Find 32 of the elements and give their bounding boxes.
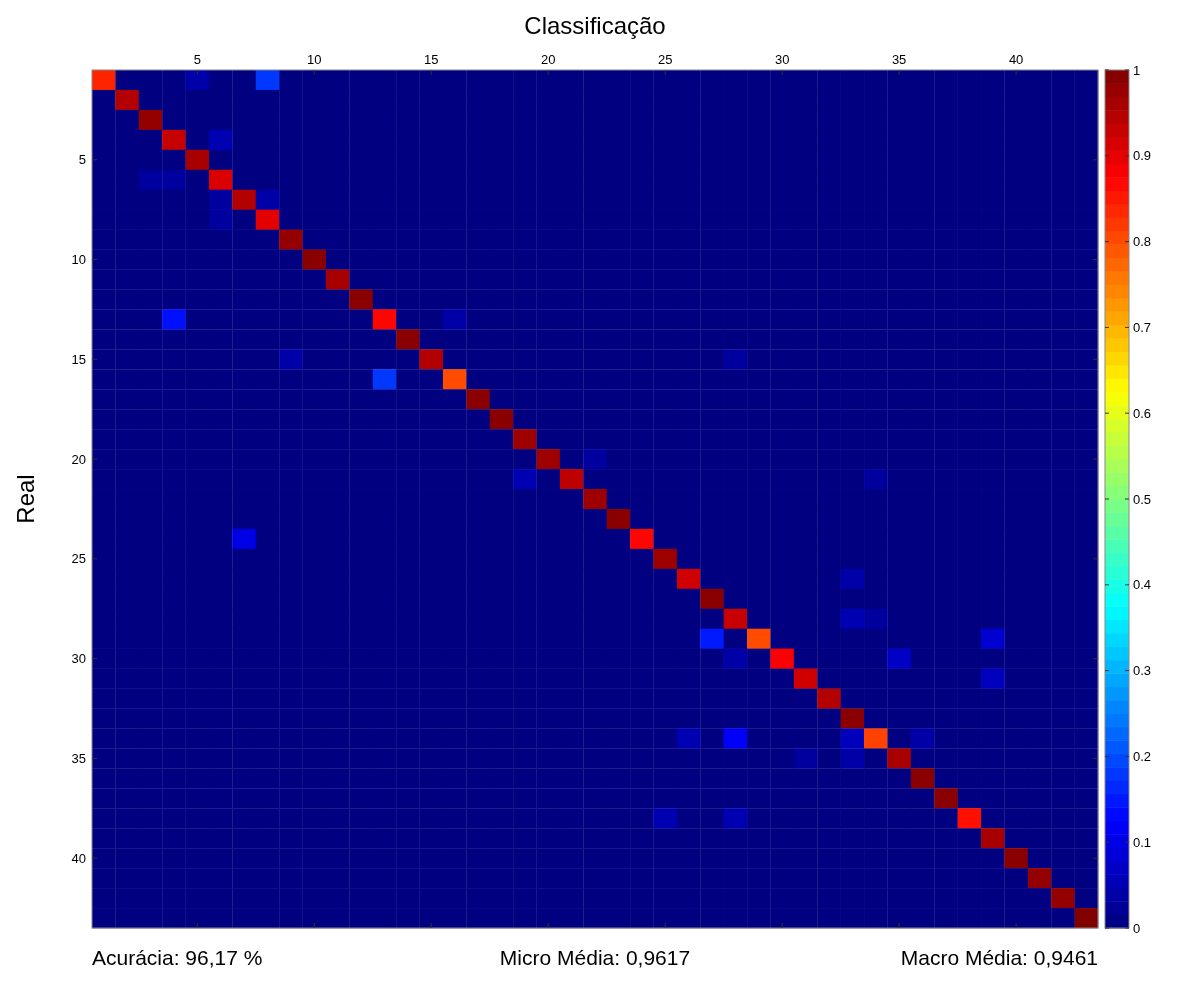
x-tick-label: 5: [193, 52, 201, 67]
y-axis-title: Real: [12, 474, 39, 524]
x-tick-label: 40: [1008, 52, 1024, 67]
color-bar-label: 0.9: [1133, 148, 1152, 164]
color-bar-label: 0.5: [1133, 491, 1152, 507]
y-tick-label: 10: [71, 252, 86, 268]
x-tick-label: 35: [891, 52, 907, 67]
y-tick-label: 15: [71, 351, 86, 367]
x-tick-label: 15: [424, 52, 439, 67]
text: Macro Média: 0,9461: [900, 946, 1098, 969]
x-tick-label: 30: [774, 52, 790, 67]
y-tick-label: 40: [71, 850, 86, 866]
color-bar-label: 0.8: [1133, 234, 1152, 250]
color-bar-label: 0.6: [1133, 405, 1152, 421]
color-bar-label: 0.3: [1133, 663, 1152, 679]
x-axis-title: Classificação: [524, 12, 666, 39]
color-bar-label: 0.2: [1133, 748, 1152, 764]
color-bar-label: 0.4: [1133, 577, 1152, 593]
text: Acurácia: 96,17 %: [92, 946, 263, 969]
y-tick-label: 30: [71, 651, 86, 667]
x-tick-label: 10: [307, 52, 322, 67]
y-tick-label: 5: [78, 152, 86, 168]
y-tick-label: 35: [71, 750, 86, 766]
x-tick-label: 20: [540, 52, 556, 67]
color-bar-label: 0.7: [1133, 319, 1152, 335]
color-bar-label: 0.1: [1133, 834, 1152, 850]
x-tick-label: 25: [657, 52, 673, 67]
y-tick-label: 20: [71, 451, 86, 467]
y-tick-label: 25: [71, 551, 86, 567]
color-bar-label: 1: [1133, 62, 1141, 78]
text: Micro Média: 0,9617: [499, 946, 691, 969]
color-bar-label: 0: [1133, 920, 1141, 936]
